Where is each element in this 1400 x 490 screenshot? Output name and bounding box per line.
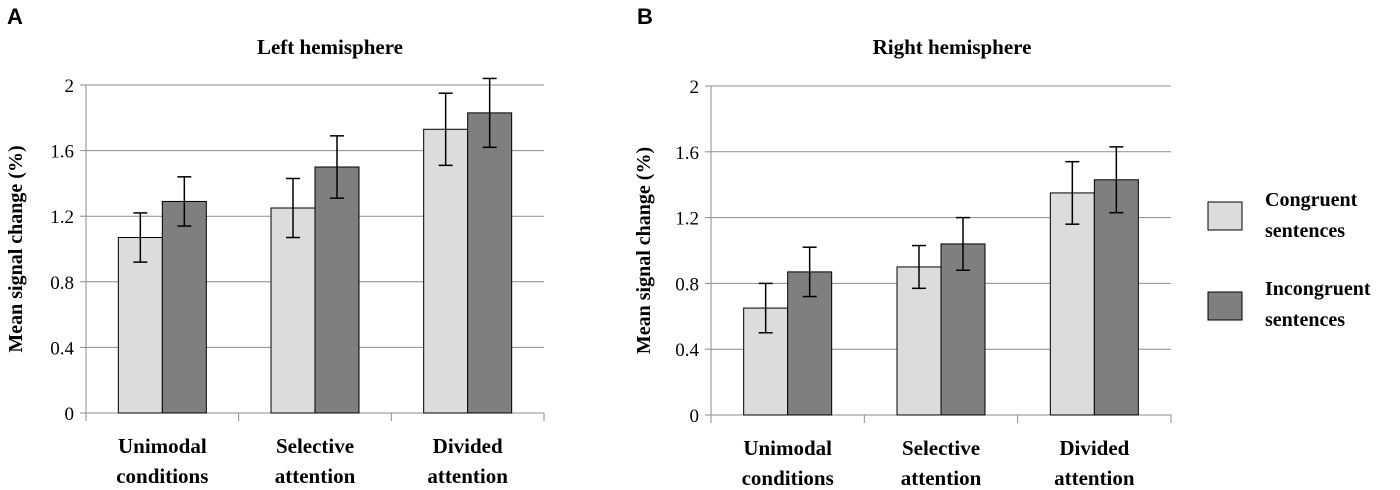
y-tick-label: 0.8: [675, 274, 699, 295]
panel-letter-a: A: [7, 4, 23, 29]
category-label: Divided: [433, 434, 503, 458]
y-tick-label: 1.2: [50, 207, 74, 228]
category-label: attention: [427, 464, 508, 488]
bar-incongruent: [467, 112, 513, 414]
legend-label: sentences: [1265, 309, 1345, 331]
category-label: Selective: [276, 434, 354, 458]
bar-congruent: [270, 207, 316, 414]
category-label: Unimodal: [743, 436, 832, 460]
chart-title: Right hemisphere: [873, 35, 1032, 59]
category-label: Selective: [902, 436, 980, 460]
y-tick-label: 2: [690, 77, 700, 98]
bar-congruent: [1049, 192, 1095, 416]
y-tick-label: 1.2: [675, 209, 699, 230]
right-hemisphere-chart: Right hemisphere 0 0.4 0.8 1.2 1.6 2 Mean signa…: [633, 35, 1172, 490]
y-tick-label: 1.6: [675, 143, 699, 164]
panel-letter-b: B: [637, 4, 653, 29]
bar-incongruent: [940, 243, 986, 416]
chart-title: Left hemisphere: [257, 35, 403, 59]
legend-label: sentences: [1265, 220, 1345, 242]
y-tick-label: 0.4: [675, 340, 699, 361]
y-axis-title: Mean signal change (%): [5, 145, 27, 352]
legend-swatch-congruent: [1207, 201, 1243, 231]
y-tick-label: 0.4: [50, 338, 74, 359]
category-label: attention: [275, 464, 356, 488]
category-label: conditions: [742, 466, 834, 490]
y-tick-label: 2: [65, 76, 75, 97]
y-tick-label: 0: [690, 406, 700, 427]
bar-congruent: [117, 237, 163, 414]
bar-incongruent: [161, 200, 207, 414]
y-tick-label: 1.6: [50, 142, 74, 163]
bar-congruent: [896, 266, 942, 416]
bar-incongruent: [314, 166, 360, 414]
y-tick-label: 0.8: [50, 273, 74, 294]
category-label: conditions: [116, 464, 208, 488]
y-tick-label: 0: [65, 404, 75, 425]
bar-incongruent: [1093, 179, 1139, 416]
bar-congruent: [743, 307, 789, 416]
left-hemisphere-chart: Left hemisphere 0 0.4 0.8 1.2 1.6 2 Mean signal…: [5, 35, 545, 488]
legend-label: Incongruent: [1265, 278, 1371, 300]
legend-label: Congruent: [1265, 189, 1358, 211]
category-label: Divided: [1059, 436, 1129, 460]
bar-congruent: [423, 128, 469, 414]
legend-swatch-incongruent: [1207, 291, 1243, 321]
y-axis-title: Mean signal change (%): [633, 147, 655, 354]
category-label: attention: [901, 466, 982, 490]
category-label: Unimodal: [118, 434, 207, 458]
category-label: attention: [1054, 466, 1135, 490]
legend: Congruent sentences Incongruent sentences: [1207, 189, 1371, 331]
